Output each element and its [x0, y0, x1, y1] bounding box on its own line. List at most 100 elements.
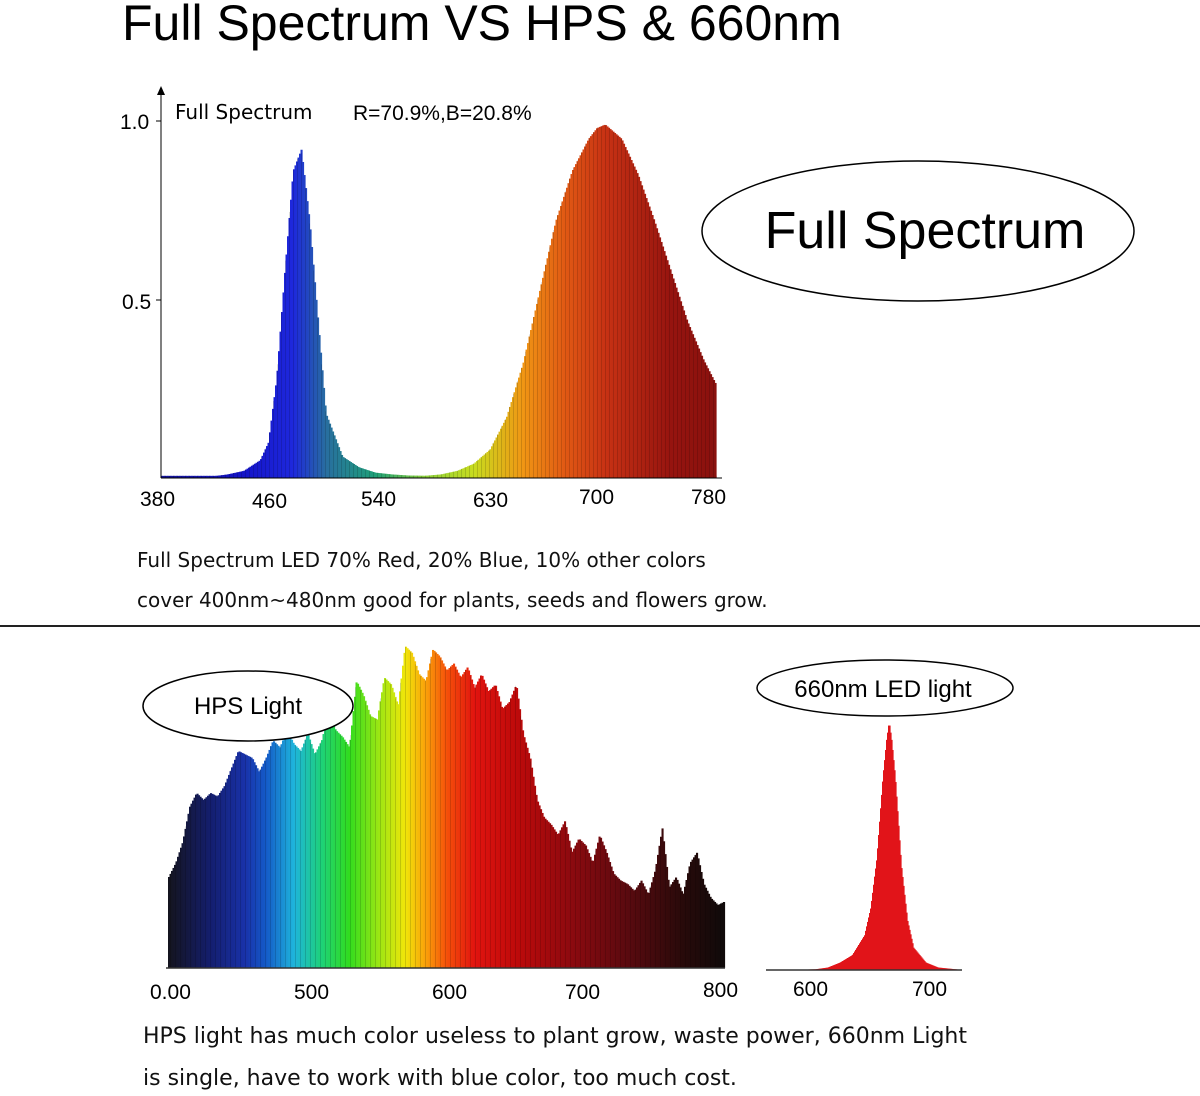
spectrum-bar: [629, 156, 632, 479]
hps-bar-shade: [690, 861, 691, 968]
hps-bar: [672, 882, 675, 968]
spectrum-bar: [174, 475, 177, 478]
spectrum-bar: [240, 471, 243, 478]
hps-bar: [240, 752, 243, 968]
spectrum-bar-shade: [693, 336, 694, 478]
spectrum-bar: [483, 454, 486, 478]
spectrum-bar-shade: [313, 270, 314, 478]
hps-bar: [274, 742, 277, 968]
spectrum-bar: [578, 158, 581, 478]
spectrum-bar: [191, 475, 194, 478]
hps-bar: [606, 852, 609, 968]
spectrum-bar: [266, 475, 269, 478]
spectrum-bar: [704, 362, 707, 478]
spectrum-bar: [293, 169, 296, 478]
hps-bar: [357, 683, 360, 968]
hps-bar-shade: [235, 757, 236, 968]
led-660nm-bar: [826, 967, 828, 970]
spectrum-bar: [209, 475, 212, 478]
spectrum-bar: [569, 178, 572, 478]
spectrum-bar: [363, 475, 366, 478]
hps-bar-shade: [565, 824, 566, 968]
hps-bar: [352, 711, 355, 968]
hps-bar: [370, 716, 373, 968]
spectrum-bar: [581, 152, 584, 478]
spectrum-bar: [363, 469, 366, 478]
led-660nm-bar: [837, 963, 839, 970]
spectrum-bar: [690, 330, 693, 478]
spectrum-bar: [264, 449, 267, 478]
led-660nm-bar: [946, 968, 948, 970]
spectrum-bar: [258, 475, 261, 478]
spectrum-bar-shade: [541, 282, 542, 478]
spectrum-bar: [632, 163, 635, 478]
hps-bar: [504, 706, 507, 968]
hps-bar: [670, 884, 673, 968]
spectrum-bar: [374, 475, 377, 478]
spectrum-bar: [699, 352, 702, 478]
hps-bar: [537, 801, 540, 968]
spectrum-bar: [497, 434, 500, 478]
spectrum-bar-shade: [417, 475, 418, 478]
led-660nm-bar: [822, 968, 824, 970]
led-660nm-bar: [943, 968, 945, 970]
hps-bar-shade: [605, 850, 606, 968]
spectrum-bar: [404, 475, 407, 478]
spectrum-bar-shade: [489, 449, 490, 478]
spectrum-bar: [450, 472, 453, 478]
spectrum-bar: [417, 475, 420, 478]
spectrum-bar: [605, 125, 608, 478]
hps-bar: [259, 769, 262, 968]
led-660nm-bar: [914, 948, 916, 970]
spectrum-bar: [168, 475, 171, 478]
hps-bar-shade: [230, 769, 231, 968]
hps-bar: [613, 874, 616, 968]
hps-bar: [438, 655, 441, 968]
x-tick-label: 700: [565, 981, 600, 1004]
spectrum-bar-shade: [241, 471, 242, 478]
spectrum-bar: [458, 470, 461, 478]
spectrum-bar: [446, 473, 449, 478]
led-660nm-bar: [864, 935, 866, 970]
hps-bar-shade: [580, 840, 581, 968]
spectrum-bar: [501, 425, 504, 478]
hps-bar: [595, 848, 598, 968]
hps-bar: [460, 676, 463, 968]
hps-bar: [328, 714, 331, 968]
hps-bar: [478, 678, 481, 968]
hps-bar: [325, 721, 328, 968]
hps-bar-shade: [445, 668, 446, 968]
hps-bar: [579, 839, 582, 968]
spectrum-bar: [354, 464, 357, 478]
spectrum-bar: [333, 435, 336, 478]
hps-bar: [355, 682, 358, 968]
spectrum-bar: [239, 471, 242, 478]
spectrum-bar: [602, 125, 605, 478]
hps-caption-line1: HPS light has much color useless to plan…: [143, 1024, 967, 1049]
led-660nm-bar: [930, 964, 932, 970]
spectrum-bar: [468, 465, 471, 478]
led-660nm-bar: [829, 966, 831, 970]
spectrum-bar-shade: [377, 472, 378, 478]
spectrum-bar: [276, 370, 279, 478]
hps-bar: [453, 663, 456, 968]
spectrum-bar: [531, 323, 534, 478]
spectrum-bar-shade: [453, 471, 454, 478]
spectrum-bar: [555, 219, 558, 478]
hps-bar: [294, 744, 297, 968]
hps-bar: [295, 746, 298, 968]
spectrum-bar: [713, 380, 716, 478]
hps-bar-shade: [675, 877, 676, 968]
spectrum-bar: [374, 472, 377, 478]
led-660nm-bar: [923, 959, 925, 970]
led-660nm-bar: [857, 946, 859, 970]
hps-bar: [618, 878, 621, 968]
led-660nm-bar: [911, 938, 913, 970]
spectrum-bar: [306, 475, 309, 478]
hps-bar: [657, 854, 660, 968]
spectrum-bar: [365, 469, 368, 478]
spectrum-bar: [440, 474, 443, 478]
hps-bar: [534, 785, 537, 968]
spectrum-bar: [237, 472, 240, 478]
spectrum-bar: [599, 126, 602, 478]
